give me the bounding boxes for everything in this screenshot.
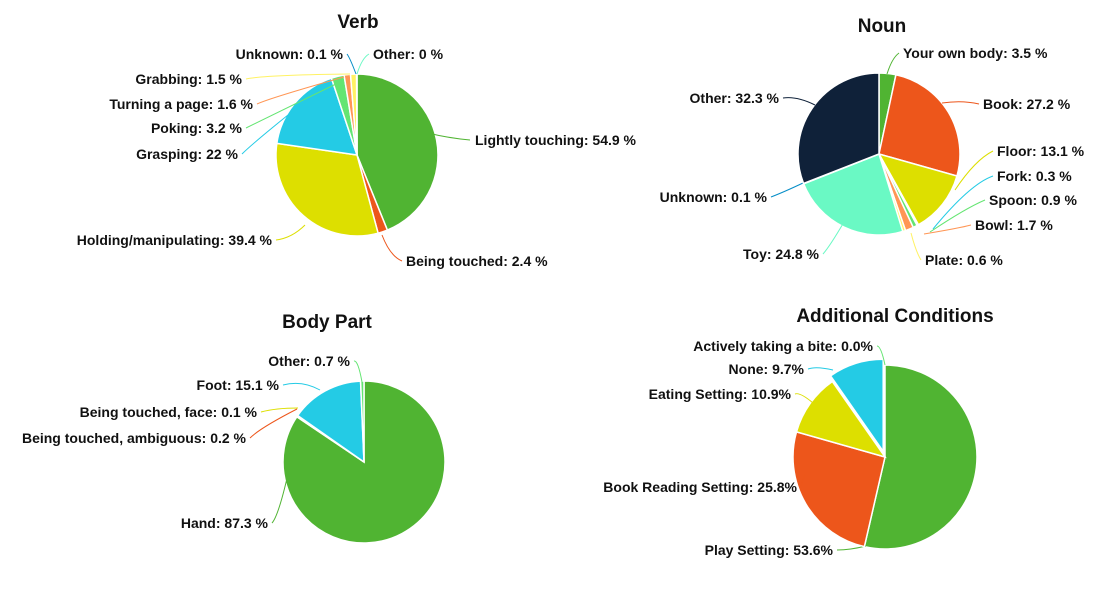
body-part-slice-foot-label: Foot: 15.1 % — [197, 377, 280, 393]
noun-chart-title: Noun — [858, 16, 907, 37]
verb-chart-title: Verb — [337, 12, 378, 33]
noun-slice-book-label: Book: 27.2 % — [983, 96, 1071, 112]
noun-slice-bowl-label: Bowl: 1.7 % — [975, 217, 1053, 233]
noun-slice-other-label: Other: 32.3 % — [690, 90, 780, 106]
noun-slice-book-connector — [942, 102, 979, 104]
body-part-pie-chart: Body Part Hand: 87.3 % Being touched, ambi… — [22, 312, 445, 543]
verb-slice-poking-label: Poking: 3.2 % — [151, 120, 243, 136]
noun-slice-fork-label: Fork: 0.3 % — [997, 168, 1072, 184]
additional-conditions-slice-eating-setting-connector — [795, 394, 813, 403]
noun-slice-plate-connector — [911, 233, 921, 260]
additional-conditions-pie-chart: Additional Conditions Play Setting: 53.6%… — [603, 306, 993, 558]
noun-slice-plate-label: Plate: 0.6 % — [925, 252, 1003, 268]
noun-slice-your-own-body-label: Your own body: 3.5 % — [903, 45, 1048, 61]
additional-conditions-slice-actively-taking-a-bite-label: Actively taking a bite: 0.0% — [693, 338, 873, 354]
verb-slice-holding-manipulating-label: Holding/manipulating: 39.4 % — [77, 232, 273, 248]
additional-conditions-slice-book-reading-setting-label: Book Reading Setting: 25.8% — [603, 479, 797, 495]
verb-slice-being-touched-connector — [382, 235, 402, 261]
additional-conditions-slice-none-connector — [808, 368, 833, 370]
body-part-slice-foot-connector — [283, 383, 320, 390]
verb-slice-turning-a-page-label: Turning a page: 1.6 % — [109, 96, 253, 112]
noun-slice-unknown-connector — [771, 183, 803, 197]
body-part-slice-other-label: Other: 0.7 % — [268, 353, 350, 369]
noun-slice-bowl-connector — [924, 225, 971, 234]
noun-slice-floor-label: Floor: 13.1 % — [997, 143, 1085, 159]
verb-slice-grabbing-label: Grabbing: 1.5 % — [135, 71, 242, 87]
additional-conditions-chart-title: Additional Conditions — [796, 306, 993, 327]
noun-slice-toy-label: Toy: 24.8 % — [743, 246, 820, 262]
body-part-slice-other-connector — [354, 361, 362, 382]
noun-slice-unknown-label: Unknown: 0.1 % — [660, 189, 768, 205]
additional-conditions-slice-play-setting-label: Play Setting: 53.6% — [705, 542, 834, 558]
verb-slice-unknown-connector — [347, 54, 356, 74]
verb-slice-unknown-label: Unknown: 0.1 % — [236, 46, 344, 62]
noun-slice-your-own-body-connector — [887, 53, 899, 74]
noun-pie-chart: Noun Your own body: 3.5 % Book: 27.2 % Floo… — [660, 16, 1085, 268]
verb-slice-grasping-label: Grasping: 22 % — [136, 146, 238, 162]
verb-slice-other-label: Other: 0 % — [373, 46, 444, 62]
verb-slice-holding-manipulating-connector — [276, 225, 305, 240]
additional-conditions-slice-eating-setting-label: Eating Setting: 10.9% — [649, 386, 792, 402]
verb-slice-being-touched-label: Being touched: 2.4 % — [406, 253, 548, 269]
body-part-slice-being-touched-face-label: Being touched, face: 0.1 % — [80, 404, 258, 420]
verb-slice-other-connector — [357, 54, 369, 74]
body-part-slice-being-touched-ambiguous-label: Being touched, ambiguous: 0.2 % — [22, 430, 247, 446]
additional-conditions-slice-none-label: None: 9.7% — [729, 361, 805, 377]
body-part-slice-hand-label: Hand: 87.3 % — [181, 515, 269, 531]
verb-pie-chart: Verb Lightly touching: 54.9 % Being touche… — [77, 12, 637, 269]
body-part-chart-title: Body Part — [282, 312, 372, 333]
noun-slice-spoon-label: Spoon: 0.9 % — [989, 192, 1077, 208]
noun-slice-other-connector — [783, 98, 815, 105]
verb-slice-lightly-touching-label: Lightly touching: 54.9 % — [475, 132, 637, 148]
noun-slice-toy-connector — [823, 222, 844, 254]
